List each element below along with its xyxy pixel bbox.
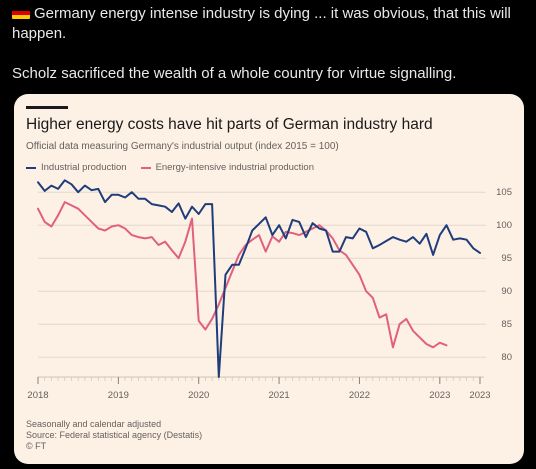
x-tick-label: 2019 [108, 390, 129, 401]
y-tick-label-80: 80 [501, 352, 512, 363]
y-tick-label-95: 95 [501, 253, 512, 264]
y-tick-label-105: 105 [496, 187, 512, 198]
tweet-line-1-text: Germany energy intense industry is dying… [12, 5, 511, 42]
flag-stripe-gold [12, 15, 30, 19]
x-tick-label: 2023 [429, 390, 450, 401]
tweet-line-1: Germany energy intense industry is dying… [12, 4, 528, 44]
legend-swatch-industrial [26, 166, 36, 169]
flag-stripe-black [12, 7, 30, 11]
chart-subtitle: Official data measuring Germany's indust… [26, 141, 339, 152]
chart-title: Higher energy costs have hit parts of Ge… [26, 116, 433, 133]
chart-legend: Industrial production Energy-intensive i… [26, 162, 314, 173]
note-source: Source: Federal statistical agency (Dest… [26, 430, 203, 440]
legend-item-industrial: Industrial production [26, 162, 127, 173]
y-tick-label-100: 100 [496, 220, 512, 231]
ft-title-rule [26, 106, 68, 109]
x-tick-label: 2020 [188, 390, 209, 401]
x-tick-label: 2018 [27, 390, 48, 401]
note-ft-copyright: © FT [26, 441, 47, 451]
chart-notes: Seasonally and calendar adjusted Source:… [26, 419, 202, 452]
germany-flag-icon [12, 7, 30, 19]
x-tick-label: 2022 [349, 390, 370, 401]
tweet-line-2: Scholz sacrificed the wealth of a whole … [12, 65, 457, 82]
series-line-energy-intensive [37, 201, 448, 349]
series-line-industrial-production [37, 179, 481, 378]
legend-swatch-energy [140, 166, 151, 169]
legend-label-industrial: Industrial production [41, 162, 127, 173]
line-chart: 80 85 90 95 100 105 2018 2019 2020 2021 2022 2023 2… [27, 179, 512, 401]
tweet-text: Germany energy intense industry is dying… [12, 4, 528, 84]
flag-stripe-red [12, 11, 30, 15]
x-tick-label: 2021 [269, 390, 290, 401]
y-tick-label-90: 90 [501, 286, 512, 297]
note-adjustment: Seasonally and calendar adjusted [26, 419, 162, 429]
x-tick-label: 2023 [469, 390, 490, 401]
y-tick-label-85: 85 [501, 319, 512, 330]
legend-item-energy: Energy-intensive industrial production [140, 162, 314, 173]
legend-label-energy: Energy-intensive industrial production [155, 162, 314, 173]
chart-card[interactable]: Higher energy costs have hit parts of Ge… [14, 94, 524, 464]
